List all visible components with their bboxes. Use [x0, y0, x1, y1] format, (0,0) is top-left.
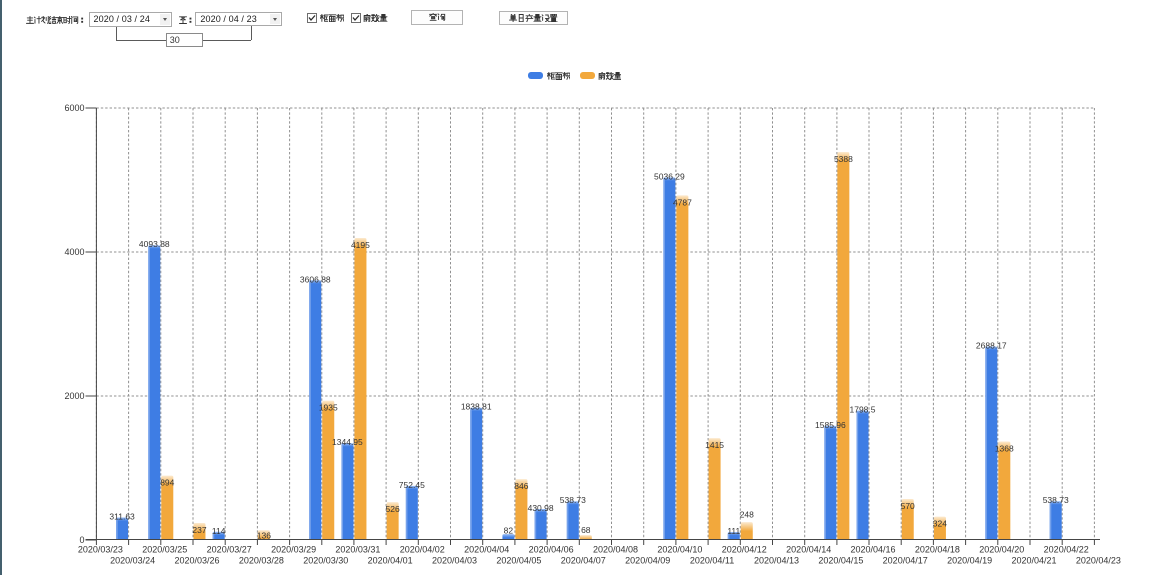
svg-text:2020/04/06: 2020/04/06 [529, 545, 574, 555]
svg-text:4000: 4000 [64, 247, 84, 257]
svg-text:570: 570 [901, 501, 915, 511]
svg-text:1935: 1935 [319, 403, 338, 413]
svg-text:2020/03/29: 2020/03/29 [271, 545, 316, 555]
svg-text:6000: 6000 [64, 103, 84, 113]
svg-text:5036.29: 5036.29 [654, 171, 685, 181]
svg-text:1344.95: 1344.95 [332, 437, 363, 447]
svg-text:2020/04/13: 2020/04/13 [754, 556, 799, 566]
svg-text:2688.17: 2688.17 [976, 341, 1007, 351]
svg-text:2020/04/15: 2020/04/15 [818, 556, 863, 566]
svg-text:2020/04/05: 2020/04/05 [496, 556, 541, 566]
svg-text:4195: 4195 [351, 240, 370, 250]
svg-text:111: 111 [727, 526, 740, 536]
svg-text:2020/04/17: 2020/04/17 [883, 556, 928, 566]
svg-text:2020/04/12: 2020/04/12 [722, 545, 767, 555]
svg-text:2020/04/23: 2020/04/23 [1076, 556, 1121, 566]
svg-text:2020/04/21: 2020/04/21 [1011, 556, 1056, 566]
svg-text:2020/03/26: 2020/03/26 [174, 556, 219, 566]
svg-text:3606.88: 3606.88 [300, 274, 331, 284]
svg-text:2020/04/16: 2020/04/16 [850, 545, 895, 555]
svg-text:2020/03/31: 2020/03/31 [335, 545, 380, 555]
svg-text:82: 82 [504, 526, 514, 536]
svg-text:5388: 5388 [834, 154, 853, 164]
svg-text:846: 846 [514, 481, 528, 491]
svg-text:1585.96: 1585.96 [815, 420, 846, 430]
svg-text:2020/04/09: 2020/04/09 [625, 556, 670, 566]
svg-text:2020/04/07: 2020/04/07 [561, 556, 606, 566]
svg-text:1798.5: 1798.5 [850, 405, 876, 415]
svg-text:2020/04/10: 2020/04/10 [657, 545, 702, 555]
svg-text:2020/03/23: 2020/03/23 [78, 545, 123, 555]
svg-text:1838.81: 1838.81 [461, 402, 492, 412]
svg-text:538.73: 538.73 [1043, 495, 1069, 505]
svg-text:136: 136 [257, 531, 271, 541]
svg-text:2020/04/14: 2020/04/14 [786, 545, 831, 555]
svg-text:4093.88: 4093.88 [139, 239, 170, 249]
svg-text:114: 114 [212, 526, 226, 536]
svg-text:0: 0 [79, 535, 84, 545]
svg-text:248: 248 [740, 510, 754, 520]
svg-text:894: 894 [160, 478, 174, 488]
svg-text:2020/03/24: 2020/03/24 [110, 556, 155, 566]
svg-text:1415: 1415 [705, 440, 724, 450]
svg-text:2020/04/18: 2020/04/18 [915, 545, 960, 555]
svg-text:324: 324 [933, 519, 947, 529]
svg-text:430.98: 430.98 [528, 503, 554, 513]
svg-text:2020/04/20: 2020/04/20 [979, 545, 1024, 555]
svg-text:68: 68 [581, 525, 591, 535]
svg-text:2020/03/30: 2020/03/30 [303, 556, 348, 566]
svg-text:4787: 4787 [673, 197, 692, 207]
svg-text:526: 526 [386, 504, 400, 514]
svg-text:2020/04/03: 2020/04/03 [432, 556, 477, 566]
svg-text:2020/04/08: 2020/04/08 [593, 545, 638, 555]
svg-text:538.73: 538.73 [560, 495, 586, 505]
svg-text:2020/03/25: 2020/03/25 [142, 545, 187, 555]
svg-text:2020/04/11: 2020/04/11 [690, 556, 734, 566]
svg-text:2020/04/19: 2020/04/19 [947, 556, 992, 566]
svg-text:2020/03/28: 2020/03/28 [239, 556, 284, 566]
svg-text:2020/04/22: 2020/04/22 [1044, 545, 1089, 555]
svg-text:752.45: 752.45 [399, 480, 425, 490]
svg-text:2000: 2000 [64, 391, 84, 401]
svg-text:2020/04/01: 2020/04/01 [368, 556, 413, 566]
svg-text:1368: 1368 [995, 444, 1014, 454]
svg-text:237: 237 [192, 525, 206, 535]
svg-text:2020/03/27: 2020/03/27 [207, 545, 252, 555]
svg-text:2020/04/04: 2020/04/04 [464, 545, 509, 555]
svg-text:311.63: 311.63 [109, 512, 135, 522]
svg-text:2020/04/02: 2020/04/02 [400, 545, 445, 555]
